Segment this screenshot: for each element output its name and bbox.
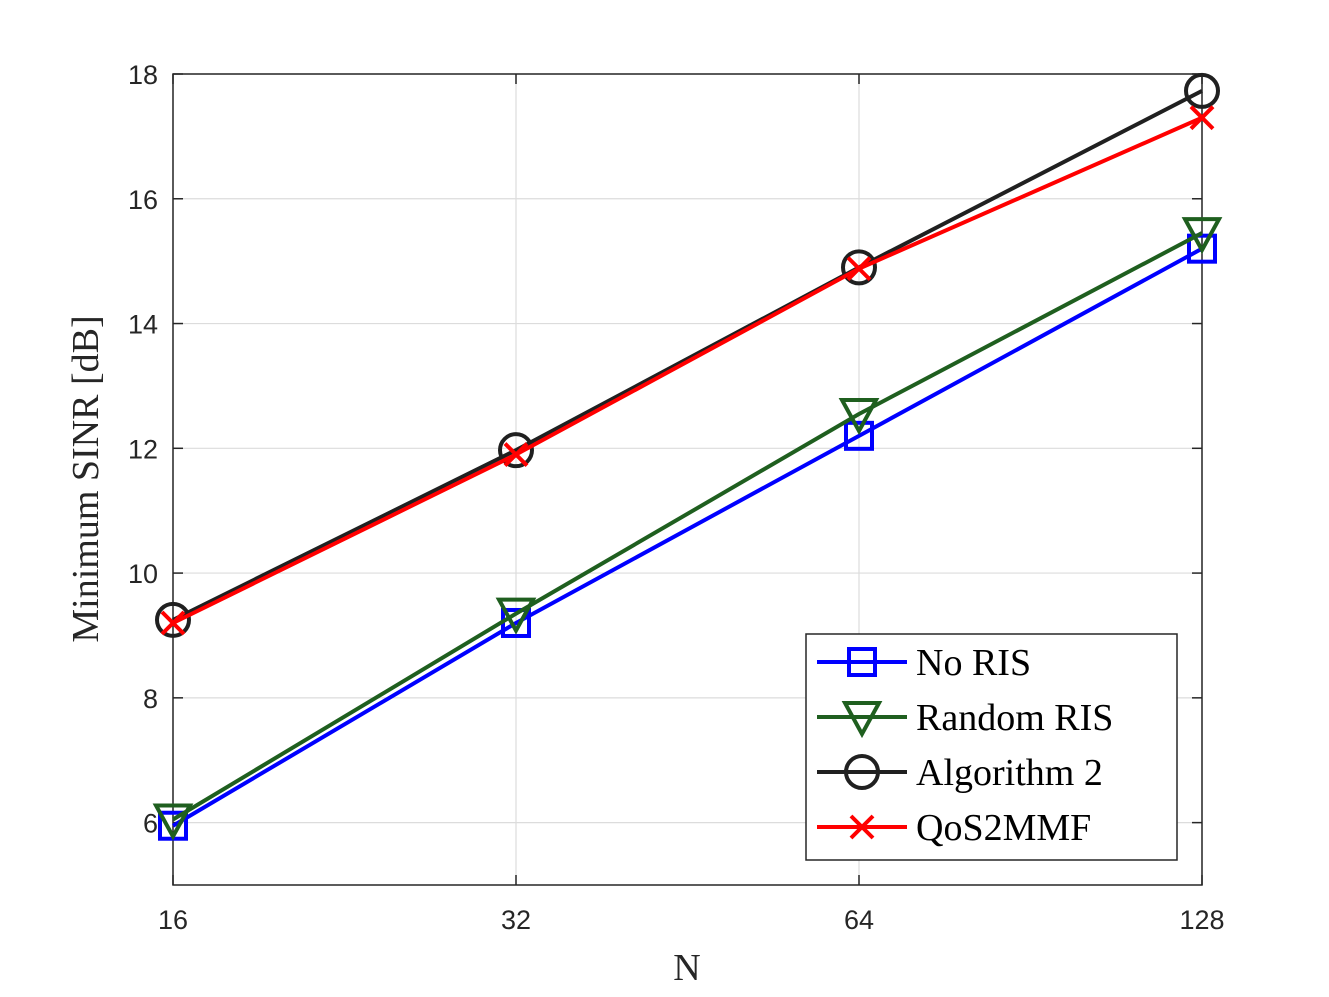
legend-entry: No RIS [817, 642, 1031, 684]
axis-ticks: 16 32 64 128 6 8 10 12 14 16 18 [128, 60, 1225, 935]
data-point [844, 420, 874, 451]
series-line [172, 89, 1203, 622]
y-tick-label: 10 [128, 559, 158, 589]
data-point [841, 249, 877, 286]
x-tick-label: 64 [844, 905, 874, 935]
y-axis-label: Minimum SINR [dB] [65, 315, 107, 642]
series-no-ris [158, 233, 1217, 841]
series-group [152, 72, 1223, 841]
data-point [503, 442, 529, 467]
plot-area-frame [172, 73, 1203, 886]
y-tick-label: 14 [128, 310, 158, 340]
x-tick-label: 128 [1179, 905, 1224, 935]
y-tick-label: 12 [128, 434, 158, 464]
x-tick-label: 16 [158, 905, 188, 935]
legend-entry: Random RIS [817, 697, 1113, 739]
data-point [838, 397, 880, 436]
y-tick-label: 8 [143, 684, 158, 714]
y-tick-label: 18 [128, 60, 158, 90]
series-random-ris [152, 217, 1223, 841]
data-point [1187, 233, 1217, 264]
series-qos2mmf [160, 105, 1215, 636]
data-point [1189, 105, 1215, 131]
legend-label: No RIS [916, 642, 1031, 684]
data-point [1181, 217, 1223, 255]
legend-label: Algorithm 2 [916, 752, 1103, 794]
data-point [498, 432, 534, 469]
x-tick-label: 32 [501, 905, 531, 935]
series-algorithm-2 [155, 72, 1220, 638]
y-tick-label: 6 [143, 809, 158, 839]
data-point [1184, 72, 1220, 109]
data-point [495, 597, 537, 635]
y-tick-label: 16 [128, 185, 158, 215]
x-axis-label: N [673, 947, 700, 989]
legend-marker [844, 754, 880, 790]
legend-entry: Algorithm 2 [817, 752, 1103, 794]
legend-marker [841, 701, 883, 739]
series-line [171, 246, 1203, 828]
legend-marker [849, 814, 875, 840]
data-point [846, 256, 872, 282]
legend-label: QoS2MMF [916, 807, 1091, 849]
data-point [152, 803, 194, 841]
legend: No RIS Random RIS Algorithm 2 QoS2MMF [805, 633, 1178, 861]
data-point [155, 601, 191, 638]
legend-entry: QoS2MMF [817, 807, 1091, 849]
series-line [171, 231, 1203, 822]
legend-marker [847, 647, 877, 677]
series-line [172, 115, 1203, 625]
legend-label: Random RIS [916, 697, 1113, 739]
data-point [160, 610, 186, 636]
